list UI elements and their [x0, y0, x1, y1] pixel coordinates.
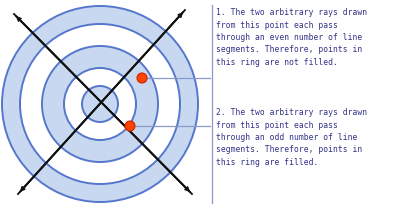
Text: 1. The two arbitrary rays drawn
from this point each pass
through an even number: 1. The two arbitrary rays drawn from thi… — [216, 8, 367, 67]
Circle shape — [2, 6, 198, 202]
Circle shape — [42, 46, 158, 162]
Circle shape — [64, 68, 136, 140]
Circle shape — [137, 73, 147, 83]
Circle shape — [82, 86, 118, 122]
Text: 2. The two arbitrary rays drawn
from this point each pass
through an odd number : 2. The two arbitrary rays drawn from thi… — [216, 108, 367, 167]
Circle shape — [20, 24, 180, 184]
Circle shape — [125, 121, 135, 131]
